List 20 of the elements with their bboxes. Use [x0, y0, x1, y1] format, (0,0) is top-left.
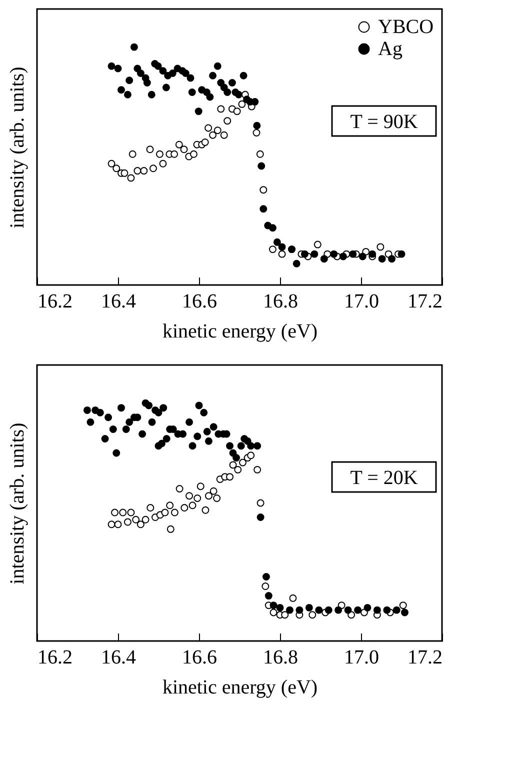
x-tick-label: 16.6: [182, 290, 217, 312]
x-axis-title: kinetic energy (eV): [162, 676, 318, 698]
annotation: T = 90K: [350, 111, 418, 133]
x-tick-label: 17.2: [408, 290, 442, 312]
x-axis-title: kinetic energy (eV): [162, 320, 318, 342]
legend-label: Ag: [378, 38, 402, 60]
x-tick-label: 16.8: [263, 646, 298, 668]
x-tick-label: 16.2: [38, 646, 72, 668]
x-tick-label: 16.6: [182, 646, 217, 668]
x-tick-label: 16.8: [263, 290, 298, 312]
x-tick-label: 16.4: [101, 290, 136, 312]
x-tick-label: 17.0: [344, 646, 379, 668]
x-tick-label: 17.0: [344, 290, 379, 312]
x-tick-label: 17.2: [408, 646, 442, 668]
x-tick-label: 16.4: [101, 646, 136, 668]
legend-label: YBCO: [378, 16, 434, 38]
annotation: T = 20K: [350, 467, 418, 489]
y-axis-title: intensity (arb. units): [6, 66, 28, 228]
x-tick-label: 16.2: [38, 290, 72, 312]
y-axis-title: intensity (arb. units): [6, 422, 28, 584]
